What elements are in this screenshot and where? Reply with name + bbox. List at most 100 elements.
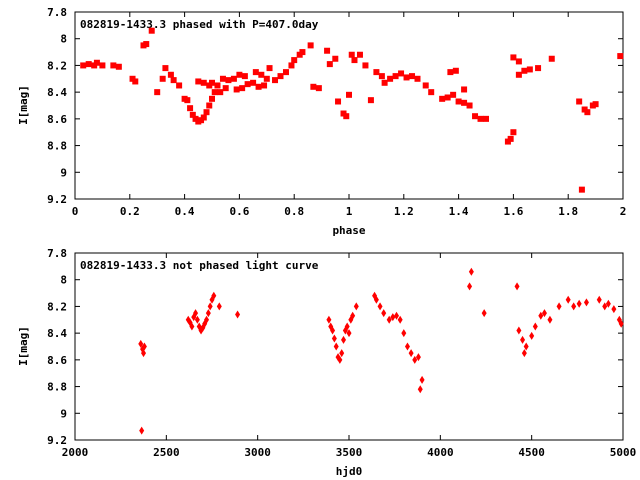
data-point (373, 295, 379, 304)
data-point (344, 322, 350, 331)
data-point (189, 111, 196, 118)
data-point (414, 75, 421, 82)
data-point (141, 349, 146, 358)
data-point (132, 78, 139, 85)
data-point (205, 309, 211, 318)
x-tick-label: 2 (620, 205, 627, 218)
data-point (272, 77, 279, 84)
data-point (110, 62, 117, 69)
y-tick-label: 8.8 (47, 140, 67, 153)
data-point (578, 186, 585, 193)
x-tick-label: 0.8 (284, 205, 304, 218)
data-point (200, 114, 207, 121)
data-point (556, 302, 562, 311)
y-tick-label: 7.8 (47, 247, 67, 260)
data-point (618, 319, 624, 328)
data-point (507, 135, 514, 142)
data-point (538, 311, 544, 320)
y-axis-label: I[mag] (17, 326, 30, 366)
data-point (343, 113, 350, 120)
data-point (605, 299, 611, 308)
data-point (255, 83, 262, 90)
x-tick-label: 0 (72, 205, 79, 218)
data-point (200, 79, 207, 86)
data-point (401, 329, 407, 338)
chart-title: 082819-1433.3 phased with P=407.0day (80, 18, 319, 31)
data-point (211, 89, 218, 96)
data-point (428, 89, 435, 96)
y-tick-label: 9.2 (47, 434, 67, 447)
y-tick-label: 8 (60, 33, 67, 46)
data-point (148, 27, 155, 34)
data-point (310, 83, 317, 90)
data-point (565, 295, 571, 304)
data-point (571, 302, 577, 311)
data-point (206, 102, 213, 109)
y-tick-label: 8.2 (47, 300, 67, 313)
data-point (230, 75, 237, 82)
x-axis-label: hjd0 (336, 465, 363, 478)
x-axis-label: phase (332, 224, 365, 237)
data-point (356, 51, 363, 58)
data-point (189, 322, 195, 331)
data-point (211, 291, 217, 300)
data-point (184, 97, 191, 104)
data-point (333, 342, 339, 351)
data-point (324, 47, 331, 54)
x-tick-label: 1.6 (503, 205, 523, 218)
data-point (346, 91, 352, 98)
x-tick-label: 0.4 (175, 205, 195, 218)
data-point (154, 89, 161, 96)
data-point (209, 95, 215, 102)
data-point (351, 57, 358, 64)
data-point (207, 302, 213, 311)
plot-frame (74, 11, 624, 200)
data-point (398, 70, 405, 77)
data-point (194, 315, 200, 324)
data-point (236, 71, 243, 78)
data-point (350, 311, 356, 320)
x-tick-label: 1 (346, 205, 353, 218)
data-point (452, 67, 459, 74)
light-curve-chart: 082819-1433.3 not phased light curve hjd… (17, 247, 636, 478)
plot-frame (74, 252, 624, 441)
data-point (288, 62, 295, 69)
data-point (381, 309, 387, 318)
data-point (397, 315, 403, 324)
data-point (521, 67, 528, 74)
data-point (176, 82, 183, 89)
data-point (217, 89, 224, 96)
data-point (193, 309, 199, 318)
data-point (187, 105, 194, 112)
y-axis-label: I[mag] (17, 85, 30, 125)
data-point (439, 95, 446, 102)
data-point (409, 73, 416, 80)
data-point (341, 335, 347, 344)
data-point (390, 313, 396, 322)
data-point (195, 78, 202, 85)
data-point (233, 86, 240, 93)
x-tick-label: 2000 (62, 446, 89, 459)
data-point (159, 75, 166, 82)
data-point (532, 322, 538, 331)
data-point (408, 349, 414, 358)
data-point (373, 69, 380, 76)
data-point (250, 79, 257, 86)
data-points (80, 27, 624, 193)
data-point (450, 91, 457, 98)
data-point (138, 339, 144, 348)
data-point (331, 334, 337, 343)
x-tick-label: 4000 (427, 446, 454, 459)
chart-title: 082819-1433.3 not phased light curve (80, 259, 319, 272)
data-point (515, 58, 522, 65)
data-point (143, 41, 150, 48)
data-point (346, 329, 352, 338)
data-point (447, 69, 454, 76)
data-point (332, 55, 339, 62)
data-point (93, 59, 100, 66)
y-tick-label: 9.2 (47, 193, 67, 206)
data-point (468, 267, 474, 276)
data-point (547, 315, 553, 324)
data-point (455, 98, 462, 105)
